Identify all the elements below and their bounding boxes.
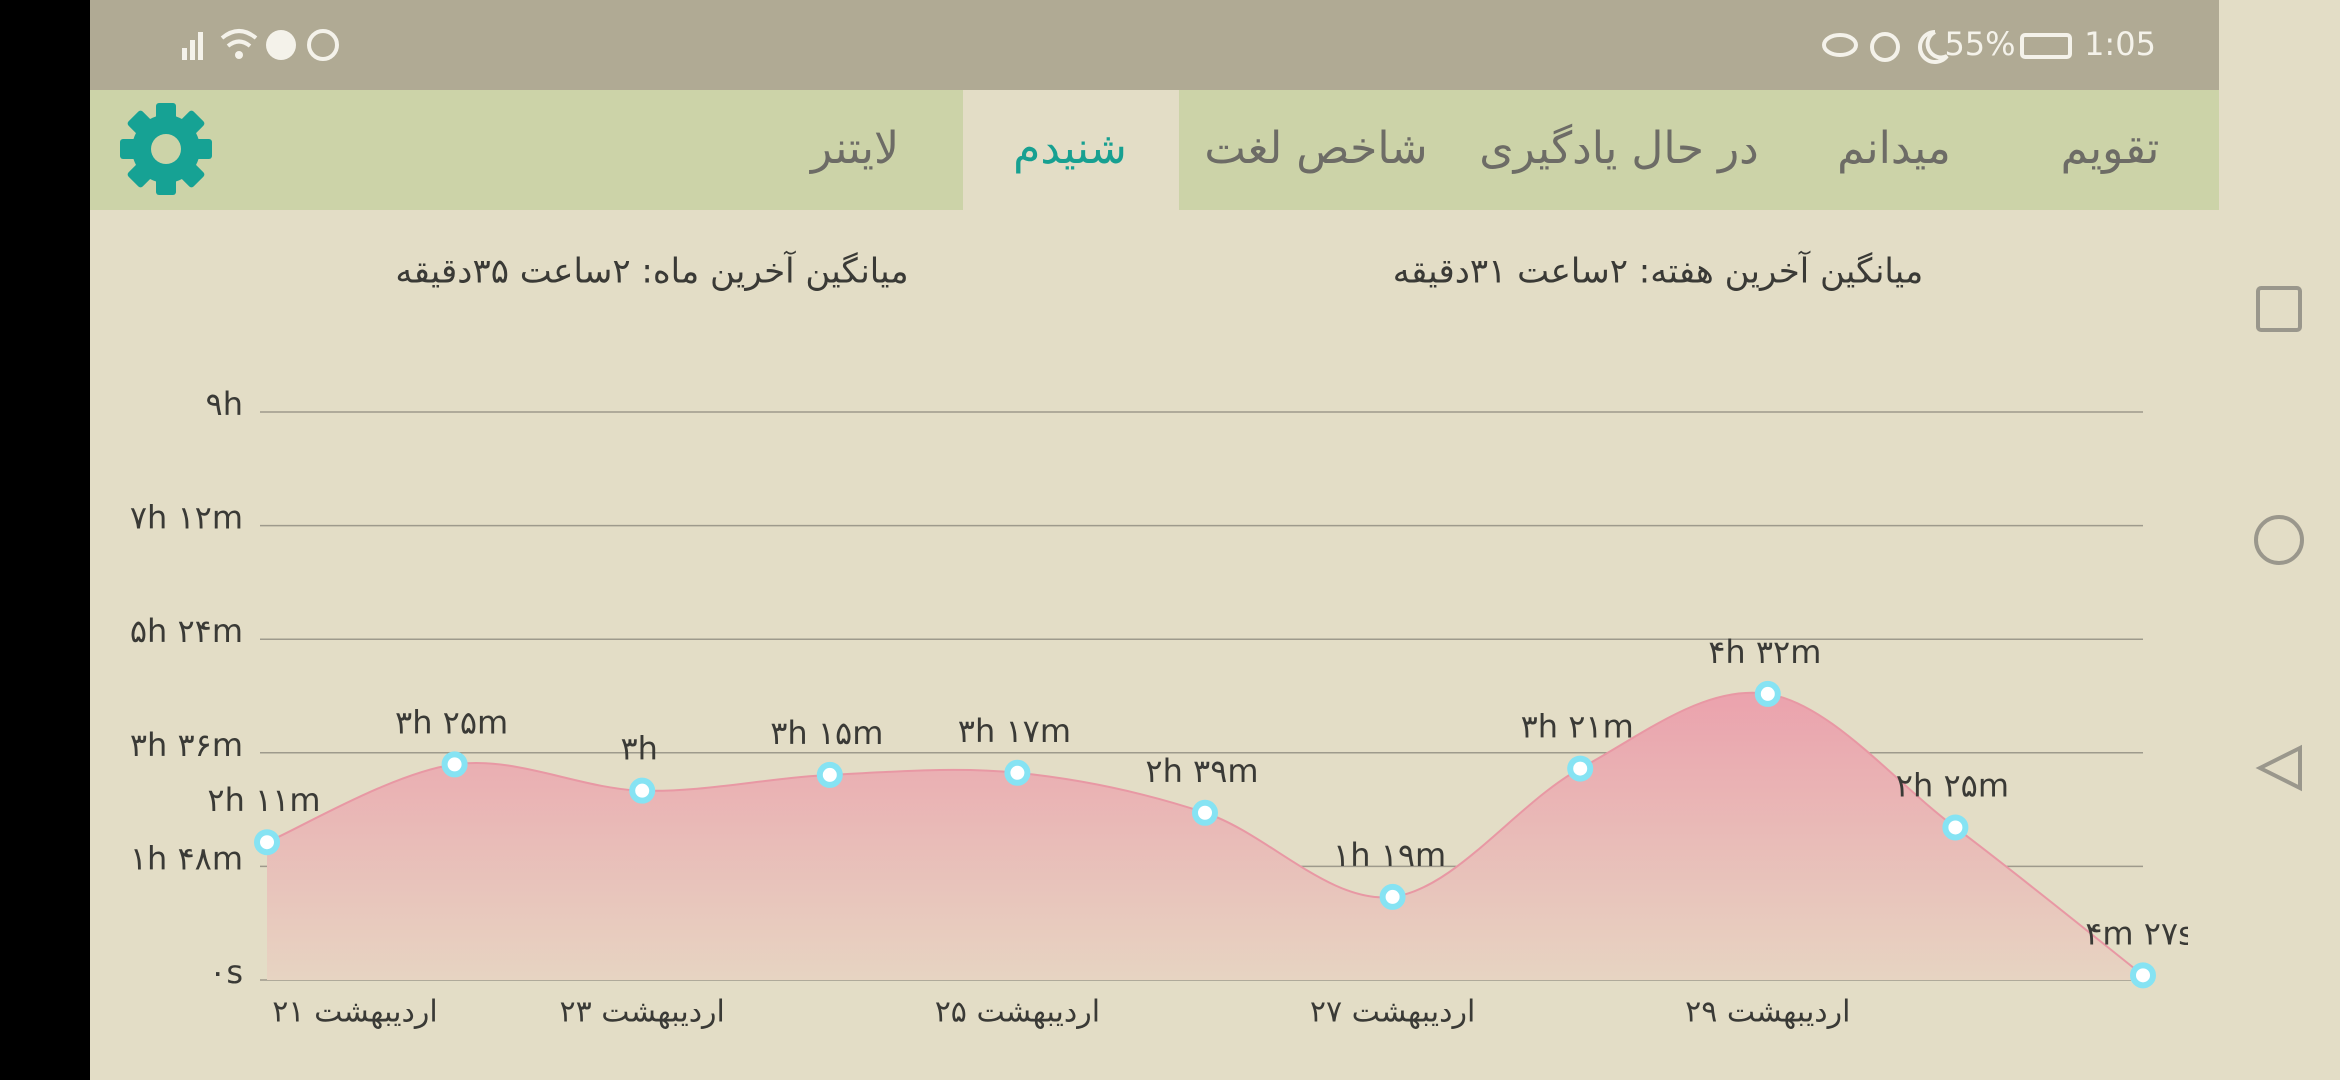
y-tick-label: ۱h ۴۸m [130,839,243,877]
tab[interactable]: لایتنر [809,123,899,174]
value-labels: ۲h ۱۱m ۳h ۲۵m ۳h ۳h ۱۵m ۳h ۱۷m ۲h ۳۹m ۱h ۱۹m ۳h… [207,633,2195,952]
x-tick-label: ۲۳ اردیبهشت [559,995,724,1030]
settings-button[interactable] [120,103,212,195]
recents-button[interactable] [2256,286,2302,332]
point [1004,759,1031,786]
status-bar [90,0,2219,90]
x-tick-label: ۲۵ اردیبهشت [935,995,1100,1030]
week-average: میانگین آخرین هفته: ۲ساعت ۳۱دقیقه [1393,251,1924,292]
x-tick-label: ۲۹ اردیبهشت [1685,995,1850,1030]
point [254,829,280,856]
point [1379,883,1406,910]
back-button[interactable] [2255,744,2302,792]
value-label: ۴m ۲۷s [2085,914,2195,952]
line [266,691,2144,977]
point [1754,680,1781,707]
value-label: ۳h ۱۵m [770,714,883,752]
value-label: ۲h ۳۹m [1145,752,1258,790]
value-label: ۴h ۳۲m [1708,633,1821,671]
value-label: ۲h ۱۱m [207,781,320,819]
area [267,692,2143,980]
tab[interactable]: تقویم [2061,123,2160,174]
point [2130,962,2156,989]
point [816,761,843,788]
point [441,751,468,778]
value-label: ۳h ۲۵m [395,703,508,741]
left-edge [0,0,90,1080]
y-tick-label: ۳h ۳۶m [130,726,243,764]
y-tick-label: ۹h [206,385,243,423]
battery-percent: 55% [1944,25,2015,63]
point [629,777,656,804]
status-icons-right [1822,30,2072,64]
clock: 1:05 [2084,25,2156,63]
tab[interactable]: شاخص لغت [1204,123,1427,174]
tab[interactable]: میدانم [1837,123,1951,174]
value-label: ۳h ۱۷m [958,712,1071,750]
point [1192,799,1218,826]
x-tick-label: ۲۱ اردیبهشت [272,995,437,1030]
nav-bar [2254,286,2304,792]
month-average: میانگین آخرین ماه: ۲ساعت ۳۵دقیقه [395,251,908,292]
x-tick-label: ۲۷ اردیبهشت [1310,995,1475,1030]
point [1942,814,1969,841]
home-button[interactable] [2254,515,2304,565]
value-label: ۱h ۱۹m [1333,836,1446,874]
tab-active[interactable]: شنیدم [1013,123,1127,174]
y-tick-label: ۰s [209,953,243,991]
y-tick-label: ۷h ۱۲m [130,499,243,537]
status-icons-left [182,29,339,61]
y-tick-label: ۵h ۲۴m [130,612,243,650]
value-label: ۳h [620,730,657,768]
value-label: ۳h ۲۱m [1521,708,1634,746]
point [1567,755,1594,782]
value-label: ۲h ۲۵m [1896,766,2009,804]
tab[interactable]: در حال یادگیری [1479,123,1759,174]
active-tab-bg [963,90,1179,210]
